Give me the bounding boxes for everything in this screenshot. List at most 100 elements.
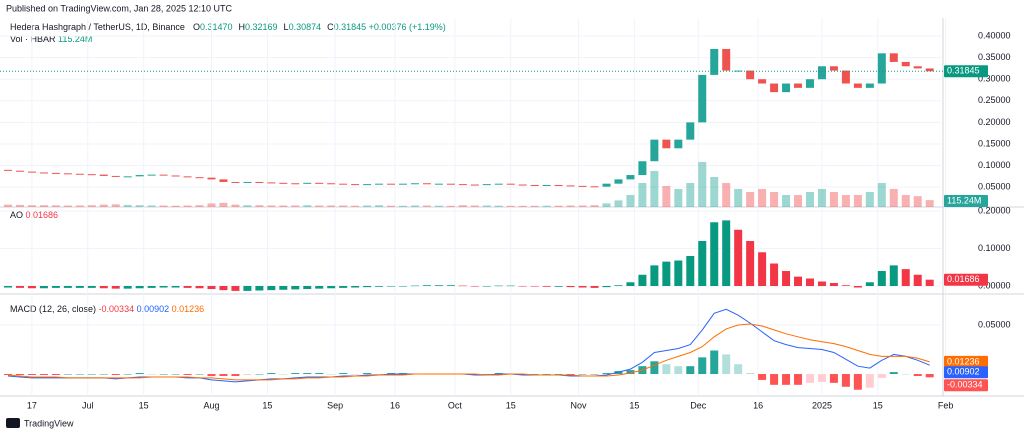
volume-bar <box>159 205 168 207</box>
ao-bar <box>375 286 384 287</box>
candle <box>578 185 587 187</box>
x-tick-label: Oct <box>448 400 463 410</box>
volume-bar <box>865 192 874 207</box>
volume-bar <box>841 195 850 207</box>
ao-bar <box>171 286 180 288</box>
macd-value: 0.00902 <box>137 304 170 314</box>
volume-bar <box>853 195 862 207</box>
volume-bar <box>363 205 372 207</box>
ao-bar <box>614 285 623 287</box>
ao-bar <box>75 286 84 288</box>
candle <box>470 184 479 186</box>
candle <box>111 175 120 177</box>
x-tick-label: Nov <box>571 400 588 410</box>
candle <box>758 79 767 84</box>
ao-bar <box>267 286 276 291</box>
macd-hist-bar <box>219 374 228 376</box>
legend-ao: AO 0.01686 <box>10 210 58 220</box>
volume-bar <box>387 205 396 207</box>
ao-bar <box>865 282 874 287</box>
ao-bar <box>794 276 803 287</box>
ao-bar <box>710 222 719 287</box>
ao-bar <box>99 286 108 289</box>
macd-hist-bar <box>877 374 886 378</box>
ao-bar <box>458 285 467 287</box>
candle <box>889 53 898 62</box>
ao-bar <box>422 285 431 287</box>
candle <box>794 83 803 88</box>
x-tick-label: Jul <box>82 400 94 410</box>
macd-hist-bar <box>291 373 300 375</box>
last-price-label: 0.31845 <box>947 66 980 76</box>
candle <box>434 183 443 185</box>
y-tick-label: 0.30000 <box>978 74 1011 84</box>
ao-bar <box>363 286 372 288</box>
candle <box>746 70 755 80</box>
x-tick-label: 15 <box>139 400 149 410</box>
footer: TradingView <box>24 418 74 428</box>
macd-hist-bar <box>841 374 850 387</box>
macd-hist-bar <box>267 373 276 375</box>
volume-bar <box>590 205 599 207</box>
ao-bar <box>662 261 671 287</box>
ohlc-key: C <box>327 22 334 32</box>
candle <box>15 170 24 172</box>
x-tick-label: 16 <box>753 400 763 410</box>
candle <box>865 83 874 88</box>
ao-bar <box>554 286 563 287</box>
x-tick-label: Dec <box>690 400 707 410</box>
volume-bar <box>183 205 192 207</box>
ao-bar <box>63 286 72 288</box>
volume-bar <box>746 192 755 207</box>
volume-bar <box>75 205 84 207</box>
macd-hist-bar <box>865 374 874 388</box>
x-tick-label: 15 <box>262 400 272 410</box>
volume-bar <box>231 204 240 207</box>
volume-bar <box>614 200 623 207</box>
ao-bar <box>243 286 252 291</box>
volume-bar <box>327 205 336 207</box>
ao-bar <box>231 286 240 291</box>
volume-bar <box>123 204 132 207</box>
candle <box>171 175 180 177</box>
candle <box>770 83 779 93</box>
volume-bar <box>470 205 479 207</box>
candle <box>75 173 84 175</box>
ao-bar <box>734 229 743 287</box>
y-tick-label: 0.00000 <box>978 280 1011 290</box>
volume-bar <box>446 205 455 207</box>
candle <box>135 175 144 177</box>
x-tick-label: 17 <box>27 400 37 410</box>
macd-hist-bar <box>87 374 96 375</box>
ao-bar <box>805 278 814 287</box>
ao-bar <box>410 285 419 287</box>
macd-hist-bar <box>889 372 898 375</box>
candle <box>147 174 156 176</box>
ao-bar <box>351 286 360 288</box>
macd-line <box>7 323 930 381</box>
legend-price: Hedera Hashgraph / TetherUS, 1D, Binance… <box>10 22 446 32</box>
candle <box>375 183 384 185</box>
volume-label: 115.24M <box>947 195 981 205</box>
y-tick-label: 0.05000 <box>978 319 1011 329</box>
ao-bar <box>446 285 455 287</box>
macd-hist-bar <box>925 374 934 378</box>
candle <box>303 182 312 184</box>
ao-bar <box>291 286 300 290</box>
ao-bar <box>482 286 491 287</box>
x-tick-label: Aug <box>203 400 219 410</box>
ohlc-value: 0.31845 <box>334 22 367 32</box>
x-tick-label: Feb <box>938 400 954 410</box>
volume-bar <box>458 205 467 207</box>
macd-label: 0.00902 <box>947 367 980 377</box>
ao-bar <box>758 252 767 287</box>
macd-hist-bar <box>4 374 12 376</box>
candle <box>602 183 611 187</box>
volume-bar <box>674 189 683 207</box>
candle <box>782 83 791 93</box>
ao-bar <box>602 286 611 288</box>
macd-hist-bar <box>207 374 216 376</box>
candle <box>159 174 168 176</box>
ao-bar <box>327 286 336 289</box>
